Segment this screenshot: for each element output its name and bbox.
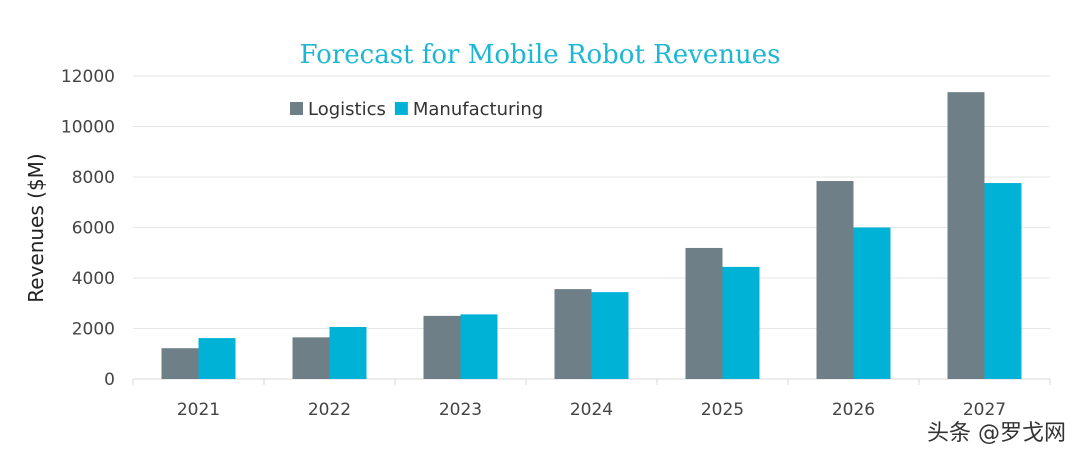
y-tick-label: 2000 [72,320,115,340]
bar-logistics-2022 [292,337,330,379]
bar-logistics-2027 [947,92,985,379]
bar-logistics-2026 [816,181,854,379]
x-tick-label: 2021 [177,400,220,420]
x-tick-label: 2026 [832,400,875,420]
bar-manufacturing-2025 [722,266,760,379]
y-tick-label: 0 [104,370,115,390]
bar-manufacturing-2027 [984,183,1022,379]
chart-title: Forecast for Mobile Robot Revenues [299,40,781,70]
y-tick-label: 8000 [72,168,115,188]
x-tick-label: 2023 [439,400,482,420]
watermark: 头条 @罗戈网 [927,421,1066,446]
bar-logistics-2025 [685,247,723,379]
legend-label-logistics: Logistics [308,99,386,120]
legend-label-manufacturing: Manufacturing [413,99,543,120]
bar-manufacturing-2026 [853,227,891,379]
bar-manufacturing-2022 [329,326,367,379]
x-tick-label: 2025 [701,400,744,420]
x-tick-label: 2022 [308,400,351,420]
bar-manufacturing-2021 [198,338,236,379]
y-tick-label: 4000 [72,269,115,289]
bar-logistics-2021 [161,348,199,379]
y-axis-label: Revenues ($M) [24,153,48,302]
y-tick-label: 12000 [61,67,115,87]
bar-manufacturing-2024 [591,292,629,379]
bar-logistics-2023 [423,315,461,379]
x-tick-label: 2024 [570,400,613,420]
legend-swatch-manufacturing [394,102,408,115]
y-tick-label: 10000 [61,118,115,138]
bar-logistics-2024 [554,289,592,379]
bar-manufacturing-2023 [460,314,498,379]
y-tick-label: 6000 [72,219,115,239]
legend-swatch-logistics [290,102,303,115]
x-tick-label: 2027 [963,400,1006,420]
